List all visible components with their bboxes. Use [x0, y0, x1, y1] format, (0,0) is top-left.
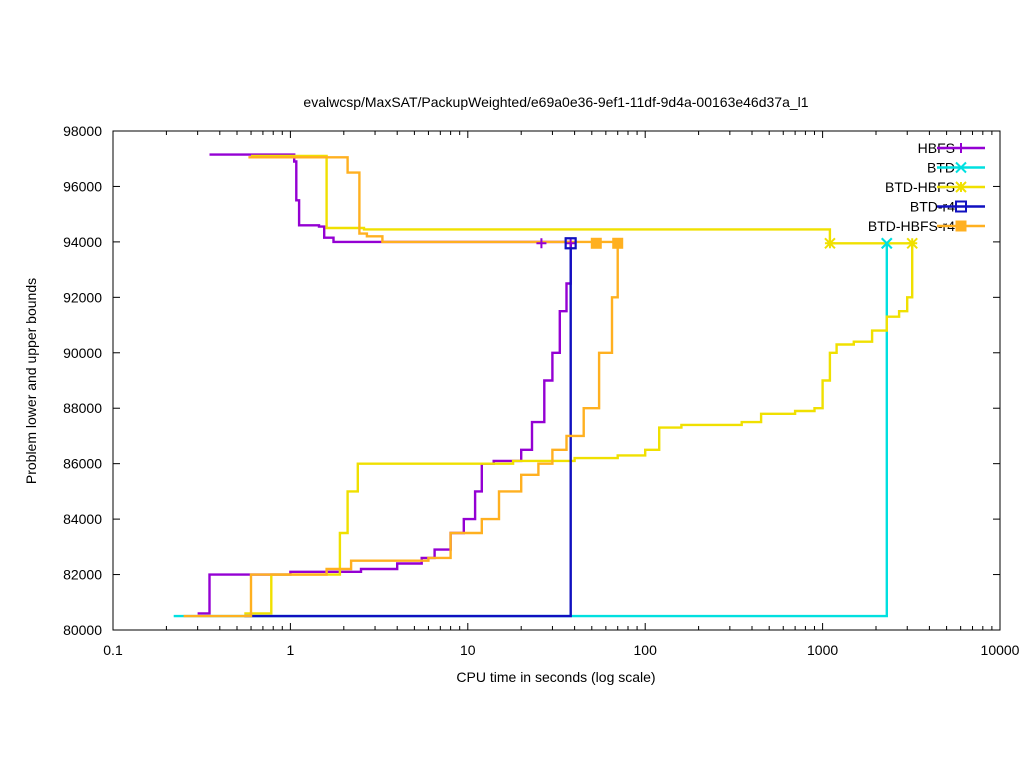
y-tick-label: 94000 — [63, 234, 102, 250]
series-btd-hbfs-r4-upper-line — [248, 156, 619, 244]
series-hbfs-lower-line — [197, 243, 572, 615]
axis-ticks: 0.1 1 10 100 1000 10000 80000 82000 84000 86000 88… — [63, 123, 1020, 658]
series-btd-hbfs-end-marker — [824, 237, 836, 249]
series-btd-hbfs-final-marker — [906, 237, 918, 249]
series-btd-final-marker — [881, 237, 893, 249]
y-tick-label: 84000 — [63, 511, 102, 527]
chart-title: evalwcsp/MaxSAT/PackupWeighted/e69a0e36-… — [303, 94, 808, 110]
plot-frame — [112, 130, 1001, 631]
x-tick-label: 10 — [460, 642, 476, 658]
x-tick-label: 0.1 — [103, 642, 123, 658]
legend-marker-btd-hbfs-r4 — [955, 220, 967, 232]
series-btd-hbfs-r4-lower-line — [183, 243, 619, 618]
y-tick-label: 80000 — [63, 622, 102, 638]
y-tick-label: 90000 — [63, 345, 102, 361]
y-tick-label: 82000 — [63, 567, 102, 583]
y-tick-label: 86000 — [63, 456, 102, 472]
legend-label-btd-r4: BTD-r4 — [910, 199, 955, 215]
series-hbfs-final-marker — [565, 238, 576, 249]
series-btd-r4-final-marker — [564, 237, 577, 250]
x-tick-label: 1000 — [807, 642, 838, 658]
legend-label-btd-hbfs-r4: BTD-HBFS-r4 — [868, 218, 955, 234]
series-btd-lower-line — [173, 243, 888, 618]
y-tick-label: 96000 — [63, 178, 102, 194]
end-markers — [536, 237, 918, 250]
x-tick-label: 1 — [287, 642, 295, 658]
y-tick-label: 98000 — [63, 123, 102, 139]
legend-label-btd-hbfs: BTD-HBFS — [885, 179, 955, 195]
y-axis-label: Problem lower and upper bounds — [23, 278, 39, 484]
plot-lines — [173, 153, 914, 618]
x-axis-label: CPU time in seconds (log scale) — [456, 669, 655, 685]
series-btd-hbfs-r4-final-marker — [612, 237, 624, 249]
x-tick-label: 10000 — [981, 642, 1020, 658]
legend-marker-btd — [955, 161, 967, 174]
legend-marker-btd-r4 — [955, 200, 967, 213]
legend-marker-btd-hbfs — [955, 181, 967, 193]
legend-label-hbfs: HBFS — [918, 140, 955, 156]
x-tick-label: 100 — [634, 642, 658, 658]
series-btd-r4-lower-line — [244, 243, 572, 618]
series-btd-hbfs-lower-line — [244, 243, 914, 615]
series-btd-hbfs-upper-line — [251, 154, 913, 245]
legend-marker-hbfs — [956, 143, 966, 153]
y-tick-label: 88000 — [63, 400, 102, 416]
series-btd-hbfs-r4-end-marker — [590, 237, 602, 249]
series-hbfs-end-marker — [536, 238, 547, 249]
y-tick-label: 92000 — [63, 289, 102, 305]
